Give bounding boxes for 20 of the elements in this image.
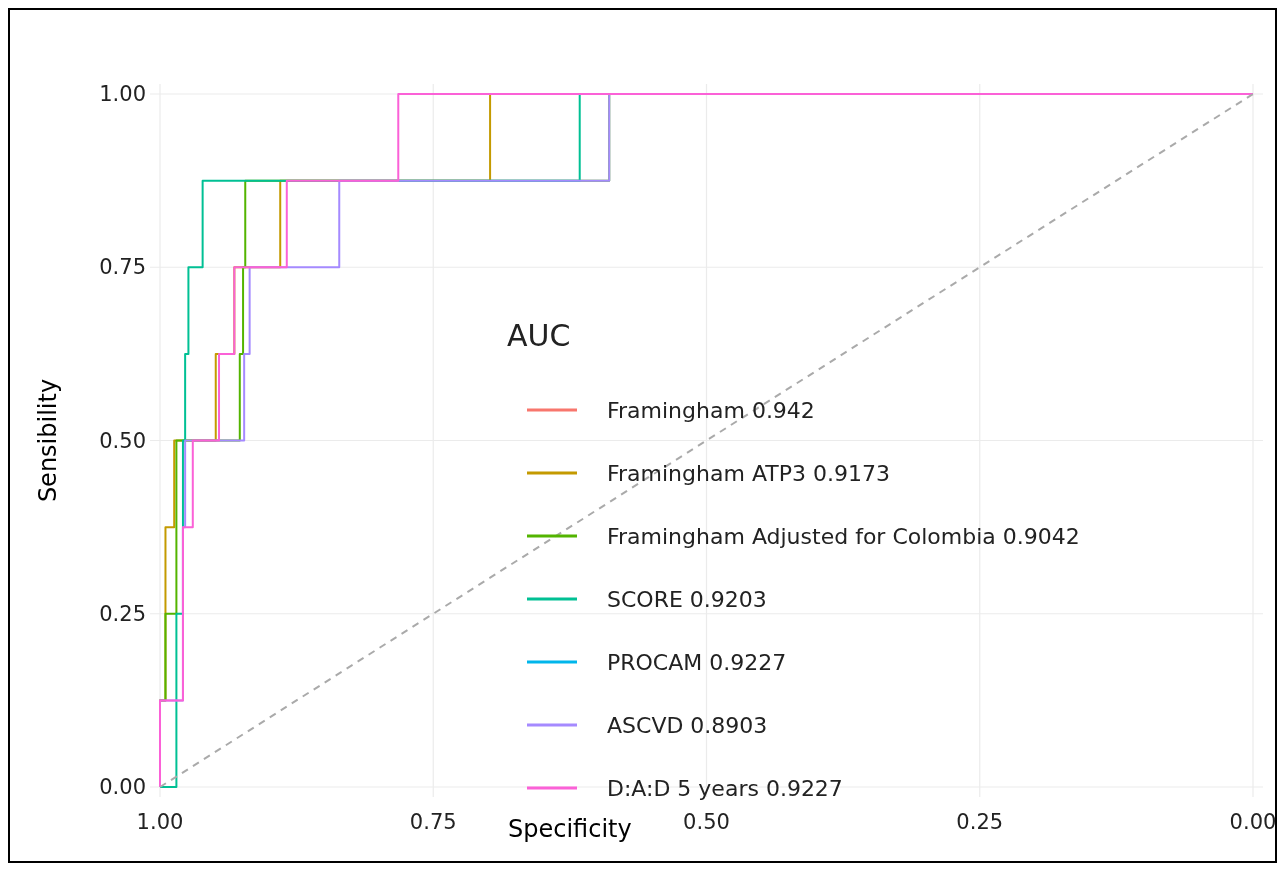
legend-label: ASCVD 0.8903 <box>607 713 768 738</box>
y-tick-label: 0.50 <box>99 428 146 453</box>
y-tick-label: 0.75 <box>99 255 146 280</box>
legend-label: Framingham 0.942 <box>607 398 815 423</box>
legend-label: Framingham Adjusted for Colombia 0.9042 <box>607 524 1080 549</box>
legend-title: AUC <box>507 318 571 353</box>
x-tick-label: 0.00 <box>1229 810 1277 834</box>
legend-label: D:A:D 5 years 0.9227 <box>607 776 843 801</box>
x-tick-label: 0.25 <box>956 810 1004 834</box>
legend-label: PROCAM 0.9227 <box>607 650 787 675</box>
y-tick-label: 1.00 <box>99 82 146 106</box>
y-axis-title: Sensibility <box>34 378 62 503</box>
x-axis-title: Specificity <box>508 815 632 843</box>
x-tick-label: 1.00 <box>136 810 184 834</box>
legend-label: SCORE 0.9203 <box>607 587 767 612</box>
y-tick-label: 0.00 <box>99 775 146 799</box>
y-tick-label: 0.25 <box>99 601 146 626</box>
x-tick-label: 0.50 <box>683 810 730 834</box>
x-tick-label: 0.75 <box>409 810 457 834</box>
legend-label: Framingham ATP3 0.9173 <box>607 461 890 486</box>
